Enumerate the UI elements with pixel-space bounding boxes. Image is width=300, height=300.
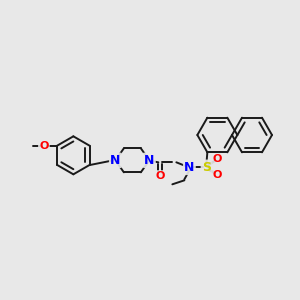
Text: O: O (39, 141, 49, 151)
Text: N: N (184, 161, 194, 174)
Text: N: N (110, 154, 121, 167)
Text: S: S (202, 161, 211, 174)
Text: O: O (213, 170, 222, 180)
Text: O: O (156, 171, 165, 181)
Text: N: N (144, 154, 154, 167)
Text: O: O (213, 154, 222, 164)
